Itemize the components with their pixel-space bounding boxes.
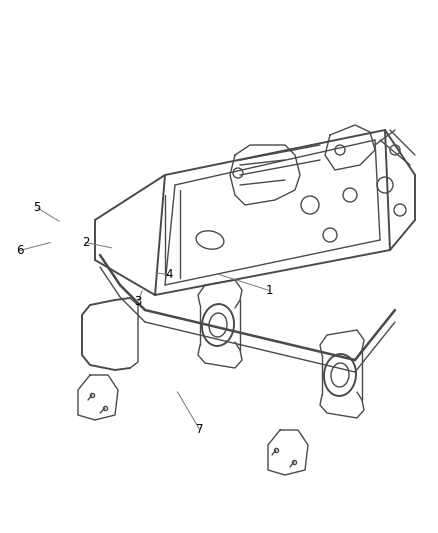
Text: 7: 7	[195, 423, 203, 435]
Text: 2: 2	[81, 236, 89, 249]
Text: 4: 4	[165, 268, 173, 281]
Text: 5: 5	[34, 201, 41, 214]
Text: 1: 1	[265, 284, 273, 297]
Text: 3: 3	[134, 295, 141, 308]
Text: 6: 6	[16, 244, 24, 257]
